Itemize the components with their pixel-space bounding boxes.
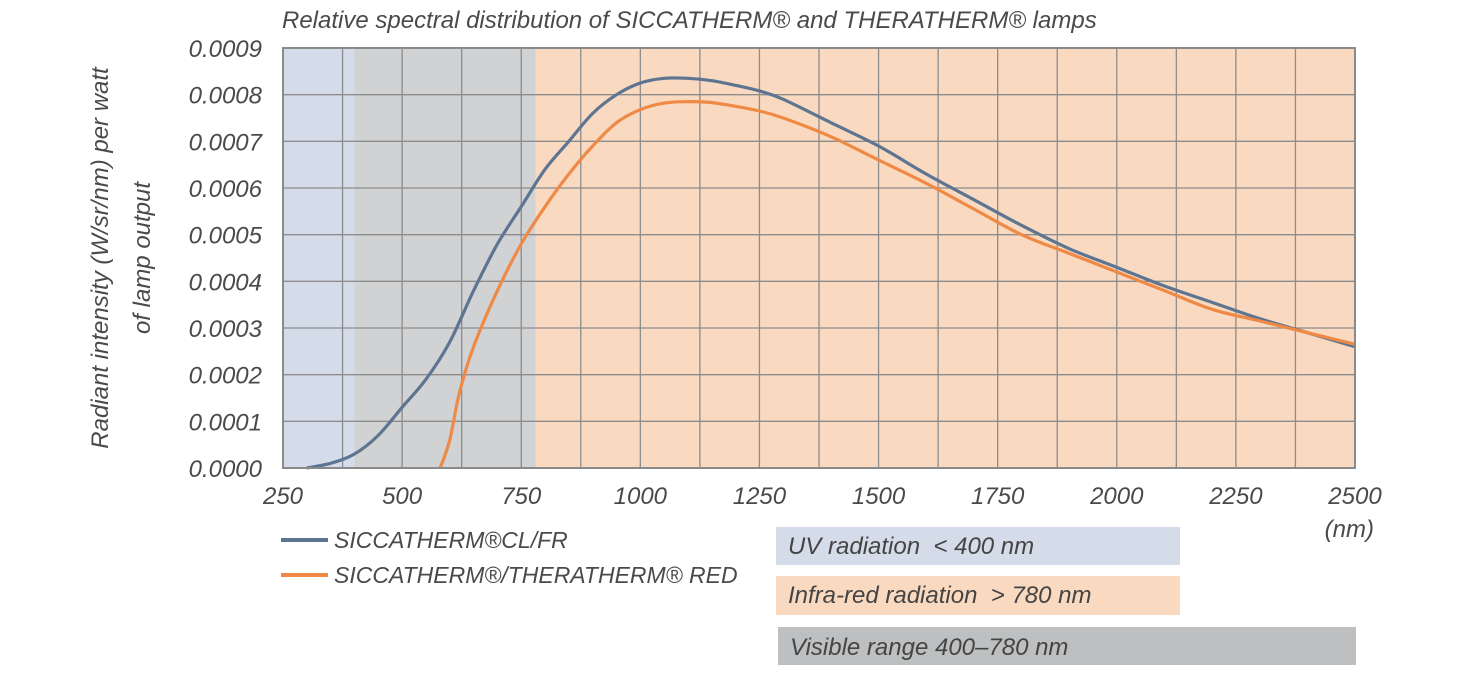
chart-title: Relative spectral distribution of SICCAT… (282, 7, 1097, 34)
region-band-2 (535, 48, 1355, 468)
y-tick-label: 0.0009 (189, 36, 262, 63)
region-bands (283, 48, 1355, 468)
x-tick-label: 2000 (1089, 483, 1144, 510)
visible-legend-box (778, 627, 1356, 665)
visible-legend-label: Visible range 400–780 nm (790, 634, 1068, 661)
y-tick-label: 0.0000 (189, 456, 263, 483)
x-axis-unit: (nm) (1325, 516, 1374, 543)
x-tick-label: 250 (262, 483, 304, 510)
legend-label-red: SICCATHERM®/THERATHERM® RED (334, 562, 738, 588)
x-tick-label: 1500 (852, 483, 906, 510)
range-legend: UV radiation < 400 nm Infra-red radiatio… (776, 527, 1356, 665)
ir-legend-box (776, 576, 1180, 615)
series-legend: SICCATHERM®CL/FR SICCATHERM®/THERATHERM®… (281, 527, 738, 588)
x-tick-label: 500 (382, 483, 423, 510)
y-tick-label: 0.0004 (189, 269, 262, 296)
grid-lines (283, 48, 1355, 468)
y-tick-labels: 0.0000 0.0001 0.0002 0.0003 0.0004 0.0005 0.00… (189, 36, 264, 483)
y-tick-label: 0.0008 (189, 83, 263, 110)
x-tick-label: 750 (501, 483, 542, 510)
legend-label-siccatherm: SICCATHERM®CL/FR (334, 527, 568, 553)
series-line-0 (306, 76, 1356, 470)
x-tick-label: 1750 (971, 483, 1025, 510)
region-band-0 (283, 48, 355, 468)
y-tick-label: 0.0006 (189, 176, 263, 203)
plot-border (282, 47, 1356, 469)
y-tick-label: 0.0003 (189, 316, 263, 343)
x-tick-label: 1000 (614, 483, 668, 510)
x-tick-label: 2250 (1208, 483, 1263, 510)
y-axis-label-line2: of lamp output (129, 181, 156, 334)
y-tick-label: 0.0007 (189, 129, 264, 156)
y-tick-label: 0.0001 (189, 409, 262, 436)
series-lines (306, 76, 1356, 470)
ir-legend-label: Infra-red radiation > 780 nm (788, 582, 1092, 609)
x-tick-label: 1250 (733, 483, 787, 510)
y-axis-label: Radiant intensity (W/sr/nm) per watt (87, 66, 114, 449)
x-tick-label: 2500 (1327, 483, 1382, 510)
y-tick-label: 0.0005 (189, 223, 263, 250)
region-band-1 (354, 48, 536, 468)
series-line-1 (438, 100, 1356, 469)
uv-legend-box (776, 527, 1180, 565)
x-tick-labels: 250 500 750 1000 1250 1500 1750 2000 2250 2500 (262, 483, 1382, 510)
uv-legend-label: UV radiation < 400 nm (788, 533, 1034, 560)
y-tick-label: 0.0002 (189, 363, 262, 390)
